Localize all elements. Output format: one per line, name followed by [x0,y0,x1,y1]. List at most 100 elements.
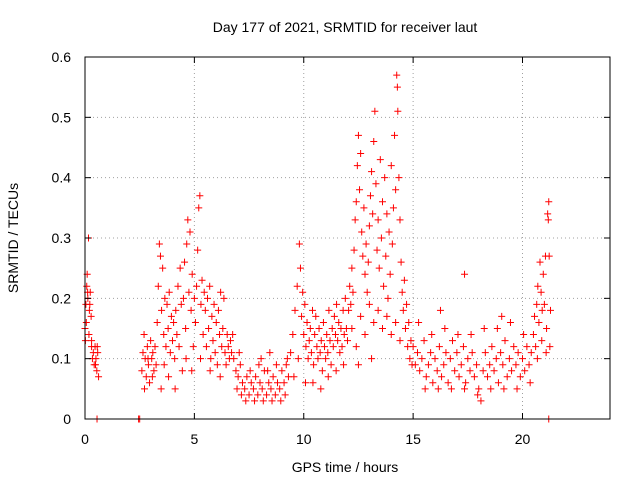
data-point [310,361,318,369]
data-point [473,361,481,369]
data-point [467,331,475,339]
data-point [542,349,550,357]
data-point [264,367,272,375]
data-point [324,373,332,381]
data-point [488,343,496,351]
data-point [151,343,159,351]
data-point [174,282,182,290]
data-point [315,325,323,332]
data-point [374,216,382,224]
data-point [181,258,189,266]
data-point [317,385,325,393]
data-point [291,306,299,314]
data-point [535,318,543,326]
data-point [243,373,251,381]
data-point [93,343,101,351]
data-point [407,337,415,345]
data-point [142,373,150,381]
data-point [160,331,168,339]
data-point [370,318,378,326]
data-point [403,300,411,308]
data-point [531,312,539,320]
data-point [462,379,470,387]
data-point [229,331,237,339]
data-point [144,361,152,369]
data-point [232,367,240,375]
data-point [455,373,463,381]
data-point [400,276,408,284]
data-point [376,156,384,164]
data-point [195,204,203,212]
data-point [492,355,500,363]
data-point [442,349,450,357]
data-point [196,192,204,200]
data-point [85,331,93,339]
data-point [188,270,196,278]
data-point [165,288,173,296]
data-point [170,318,178,326]
data-point [534,282,542,290]
data-point [332,367,340,375]
data-point [436,306,444,314]
data-point [277,397,285,405]
data-point [146,379,154,387]
data-point [144,355,152,363]
data-point [447,385,455,393]
data-point [302,379,309,387]
data-point [389,204,397,212]
data-point [387,331,395,339]
data-point [486,361,494,369]
data-point [494,379,502,387]
data-point [216,331,224,339]
data-point [333,300,341,308]
data-point [147,337,155,345]
data-point [256,379,264,387]
data-point [184,216,192,224]
data-point [398,288,406,296]
data-point [377,234,385,242]
data-point [236,361,244,369]
data-point [379,198,386,206]
data-point [493,325,501,332]
data-point [263,391,271,399]
data-point [271,391,279,399]
data-point [444,379,452,387]
data-point [461,270,469,278]
data-point [370,137,378,145]
data-point [357,312,365,320]
y-tick-label: 0.2 [52,290,72,306]
data-point [249,385,257,393]
data-point [300,331,308,339]
data-point [464,355,472,363]
data-point [520,331,528,339]
data-point [409,343,417,351]
data-point [545,252,553,260]
data-point [416,367,424,375]
data-point [422,373,430,381]
data-point [154,282,162,290]
data-point [191,318,199,326]
data-point [166,349,174,357]
data-point [316,349,324,357]
data-point [321,343,329,351]
data-point [470,373,478,381]
data-point [282,361,290,369]
data-point [163,300,171,308]
data-point [307,349,315,357]
data-point [197,300,205,308]
data-point [206,282,214,290]
data-point [267,385,275,393]
data-point [305,337,313,345]
data-point [350,246,358,254]
data-point [175,343,183,351]
data-point [302,343,310,351]
data-point [532,343,540,351]
data-point [441,325,449,332]
data-point [405,318,413,326]
data-point [487,385,495,393]
data-point [304,355,312,363]
data-point [521,367,529,375]
data-point [141,385,148,393]
data-point [155,240,163,248]
data-point [383,210,391,218]
